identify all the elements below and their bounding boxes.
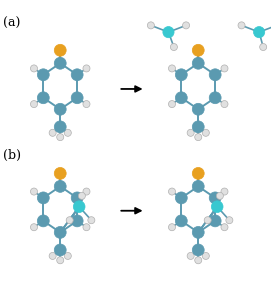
Circle shape	[204, 217, 211, 224]
Circle shape	[170, 43, 177, 50]
Circle shape	[175, 215, 187, 227]
Circle shape	[49, 252, 56, 260]
Circle shape	[260, 43, 267, 50]
Circle shape	[30, 188, 38, 195]
Circle shape	[57, 257, 64, 264]
Circle shape	[221, 188, 228, 195]
Circle shape	[54, 168, 66, 179]
Circle shape	[78, 192, 85, 199]
Circle shape	[88, 217, 95, 224]
Circle shape	[192, 244, 204, 256]
Circle shape	[168, 224, 175, 231]
Circle shape	[195, 257, 202, 264]
Circle shape	[192, 44, 204, 56]
Circle shape	[221, 101, 228, 108]
Circle shape	[66, 217, 73, 224]
Circle shape	[175, 69, 187, 81]
Circle shape	[54, 44, 66, 56]
Circle shape	[209, 215, 221, 227]
Circle shape	[73, 201, 85, 213]
Circle shape	[64, 129, 71, 136]
Circle shape	[187, 129, 194, 136]
Circle shape	[83, 188, 90, 195]
Circle shape	[71, 215, 83, 227]
Circle shape	[30, 224, 38, 231]
Circle shape	[226, 217, 233, 224]
Circle shape	[71, 192, 83, 204]
Circle shape	[175, 92, 187, 104]
Circle shape	[238, 22, 245, 29]
Circle shape	[202, 252, 209, 260]
Circle shape	[168, 65, 175, 72]
Circle shape	[202, 129, 209, 136]
Circle shape	[209, 69, 221, 81]
Circle shape	[168, 188, 175, 195]
Circle shape	[209, 92, 221, 104]
Circle shape	[37, 92, 49, 104]
Circle shape	[54, 103, 66, 115]
Circle shape	[192, 57, 204, 69]
Circle shape	[37, 69, 49, 81]
Circle shape	[209, 192, 221, 204]
Circle shape	[221, 224, 228, 231]
Circle shape	[37, 215, 49, 227]
Circle shape	[168, 101, 175, 108]
Circle shape	[71, 92, 83, 104]
Circle shape	[83, 65, 90, 72]
Circle shape	[221, 65, 228, 72]
Circle shape	[147, 22, 154, 29]
Circle shape	[71, 69, 83, 81]
Circle shape	[195, 134, 202, 141]
Circle shape	[64, 252, 71, 260]
Circle shape	[192, 121, 204, 133]
Circle shape	[57, 134, 64, 141]
Circle shape	[183, 22, 190, 29]
Circle shape	[37, 192, 49, 204]
Circle shape	[192, 168, 204, 179]
Circle shape	[216, 192, 223, 199]
Circle shape	[54, 57, 66, 69]
Circle shape	[30, 101, 38, 108]
Circle shape	[175, 192, 187, 204]
Circle shape	[49, 129, 56, 136]
Circle shape	[83, 101, 90, 108]
Circle shape	[192, 103, 204, 115]
Circle shape	[54, 226, 66, 238]
Circle shape	[254, 26, 265, 38]
Circle shape	[192, 226, 204, 238]
Text: (b): (b)	[4, 148, 21, 162]
Circle shape	[192, 181, 204, 192]
Circle shape	[83, 224, 90, 231]
Circle shape	[211, 201, 223, 213]
Text: (a): (a)	[4, 17, 21, 30]
Circle shape	[54, 121, 66, 133]
Circle shape	[54, 181, 66, 192]
Circle shape	[187, 252, 194, 260]
Circle shape	[54, 244, 66, 256]
Circle shape	[163, 26, 174, 38]
Circle shape	[30, 65, 38, 72]
